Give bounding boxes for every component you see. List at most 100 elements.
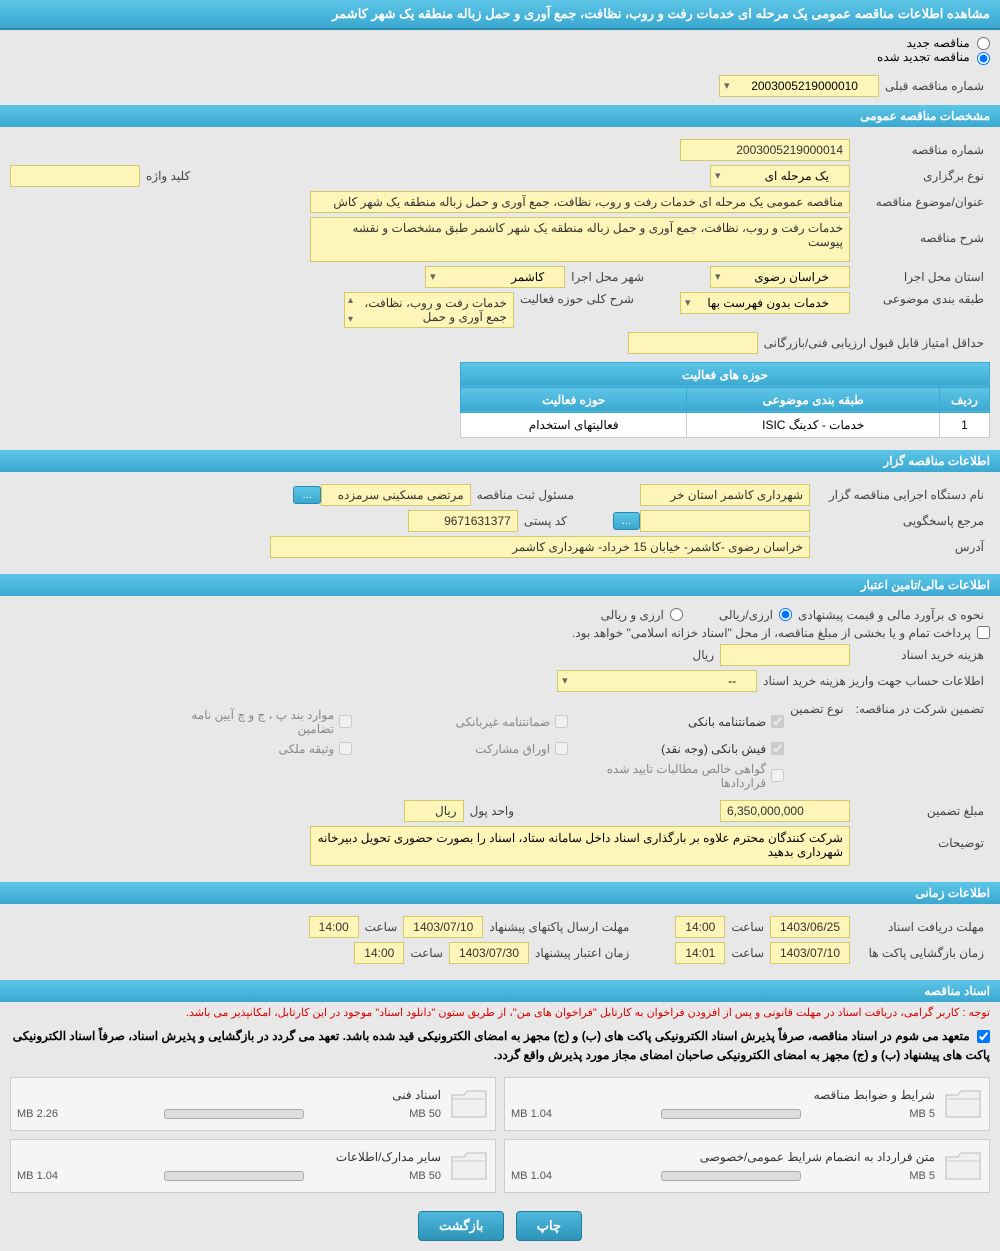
tender-no-field: 2003005219000014: [680, 139, 850, 161]
doc-max: 50 MB: [409, 1108, 441, 1120]
registrar-more-button[interactable]: ...: [293, 486, 320, 504]
type-label: نوع برگزاری: [850, 169, 990, 183]
address-label: آدرس: [810, 540, 990, 554]
amount-label: مبلغ تضمین: [850, 804, 990, 818]
radio-new-label: مناقصه جدید: [907, 36, 970, 50]
time-label1: ساعت: [725, 920, 770, 934]
send-date: 1403/07/10: [403, 916, 483, 938]
guarantee-grid: ضمانتنامه بانکی ضمانتنامه غیربانکی موارد…: [152, 702, 784, 796]
open-date: 1403/07/10: [770, 942, 850, 964]
receive-date: 1403/06/25: [770, 916, 850, 938]
doc-max: 5 MB: [909, 1170, 935, 1182]
estimate-label: نحوه ی برآورد مالی و قیمت پیشنهادی: [792, 608, 990, 622]
contact-label: مرجع پاسخگویی: [810, 514, 990, 528]
folder-icon: [943, 1146, 983, 1186]
treasury-checkbox[interactable]: [977, 626, 990, 639]
category-label: طبقه بندی موضوعی: [850, 292, 990, 306]
doc-card[interactable]: اسناد فنی 50 MB 2.26 MB: [10, 1077, 496, 1131]
folder-icon: [449, 1084, 489, 1124]
subject-label: عنوان/موضوع مناقصه: [850, 195, 990, 209]
unit-field: ریال: [404, 800, 464, 822]
min-score-field[interactable]: [628, 332, 758, 354]
notes-label: توضیحات: [850, 826, 990, 850]
commitment-checkbox[interactable]: [977, 1030, 990, 1043]
desc-field: خدمات رفت و روب، نظافت، جمع آوری و حمل ز…: [310, 217, 850, 262]
cost-field[interactable]: [720, 644, 850, 666]
time-label2: ساعت: [359, 920, 404, 934]
doc-size: 1.04 MB: [511, 1170, 552, 1182]
doc-max: 50 MB: [409, 1170, 441, 1182]
doc-size: 2.26 MB: [17, 1108, 58, 1120]
cb-cert-label: گواهی خالص مطالبات تایید شده قراردادها: [584, 762, 766, 790]
receive-time: 14:00: [675, 916, 725, 938]
guarantee-type-label: نوع تضمین: [784, 702, 849, 716]
cb-bank-label: ضمانتنامه بانکی: [688, 715, 766, 729]
province-label: استان محل اجرا: [850, 270, 990, 284]
cb-clauses-label: موارد بند پ ، ج و چ آیین نامه تضامین: [152, 708, 334, 736]
col-category: طبقه بندی موضوعی: [687, 387, 940, 412]
doc-card[interactable]: متن قرارداد به انضمام شرایط عمومی/خصوصی …: [504, 1139, 990, 1193]
cost-label: هزینه خرید اسناد: [850, 648, 990, 662]
doc-progress: [661, 1109, 801, 1119]
doc-size: 1.04 MB: [511, 1108, 552, 1120]
section-organizer: اطلاعات مناقصه گزار: [0, 450, 1000, 472]
radio-new-tender[interactable]: [977, 37, 990, 50]
doc-title: اسناد فنی: [17, 1088, 441, 1102]
contact-field[interactable]: [640, 510, 810, 532]
cb-cash-label: فیش بانکی (وجه نقد): [661, 742, 766, 756]
receive-label: مهلت دریافت اسناد: [850, 920, 990, 934]
min-score-label: حداقل امتیاز قابل قبول ارزیابی فنی/بازرگ…: [758, 336, 990, 350]
back-button[interactable]: بازگشت: [418, 1211, 504, 1241]
cb-cash: [771, 742, 784, 755]
doc-max: 5 MB: [909, 1108, 935, 1120]
desc-label: شرح مناقصه: [850, 217, 990, 245]
cost-unit: ریال: [686, 648, 720, 662]
folder-icon: [943, 1084, 983, 1124]
keyword-label: کلید واژه: [140, 169, 196, 183]
scope-label: شرح کلی حوزه فعالیت: [514, 292, 640, 306]
radio-rial-label: ارزی/ریالی: [713, 608, 779, 622]
doc-card[interactable]: سایر مدارک/اطلاعات 50 MB 1.04 MB: [10, 1139, 496, 1193]
folder-icon: [449, 1146, 489, 1186]
agency-label: نام دستگاه اجرایی مناقصه گزار: [810, 488, 990, 502]
radio-both[interactable]: [670, 608, 683, 621]
type-select[interactable]: یک مرحله ای: [710, 165, 850, 187]
contact-more-button[interactable]: ...: [613, 512, 640, 530]
radio-rial[interactable]: [779, 608, 792, 621]
city-select[interactable]: کاشمر: [425, 266, 565, 288]
cb-bank: [771, 715, 784, 728]
section-timing: اطلاعات زمانی: [0, 882, 1000, 904]
radio-renewed-label: مناقصه تجدید شده: [877, 50, 970, 64]
province-select[interactable]: خراسان رضوی: [710, 266, 850, 288]
doc-title: متن قرارداد به انضمام شرایط عمومی/خصوصی: [511, 1150, 935, 1164]
table-row: 1خدمات - کدینگ ISICفعالیتهای استخدام: [461, 412, 990, 437]
unit-label: واحد پول: [464, 804, 520, 818]
postal-label: کد پستی: [518, 514, 573, 528]
time-label4: ساعت: [404, 946, 449, 960]
notice-commitment: متعهد می شوم در اسناد مناقصه، صرفاً پذیر…: [0, 1023, 1000, 1069]
send-label: مهلت ارسال پاکتهای پیشنهاد: [483, 920, 635, 934]
page-title: مشاهده اطلاعات مناقصه عمومی یک مرحله ای …: [0, 0, 1000, 30]
subject-field: مناقصه عمومی یک مرحله ای خدمات رفت و روب…: [310, 191, 850, 213]
print-button[interactable]: چاپ: [516, 1211, 582, 1241]
doc-card[interactable]: شرایط و ضوابط مناقصه 5 MB 1.04 MB: [504, 1077, 990, 1131]
category-select[interactable]: خدمات بدون فهرست بها: [680, 292, 850, 314]
cb-clauses: [339, 715, 352, 728]
open-time: 14:01: [675, 942, 725, 964]
scope-field[interactable]: خدمات رفت و روب، نظافت، جمع آوری و حمل ▴…: [344, 292, 514, 328]
amount-field: 6,350,000,000: [720, 800, 850, 822]
cb-property-label: وثیقه ملکی: [279, 742, 335, 756]
radio-renewed-tender[interactable]: [977, 52, 990, 65]
account-select[interactable]: --: [557, 670, 757, 692]
registrar-field: مرتضی مسکینی سرمزده: [321, 484, 471, 506]
footer-buttons: چاپ بازگشت: [0, 1201, 1000, 1251]
activities-title: حوزه های فعالیت: [461, 362, 990, 387]
validity-label: زمان اعتبار پیشنهاد: [529, 946, 635, 960]
keyword-field[interactable]: [10, 165, 140, 187]
notes-field: شرکت کنندگان محترم علاوه بر بارگذاری اسن…: [310, 826, 850, 866]
validity-time: 14:00: [354, 942, 404, 964]
activities-table: حوزه های فعالیت ردیف طبقه بندی موضوعی حو…: [460, 362, 990, 438]
doc-title: شرایط و ضوابط مناقصه: [511, 1088, 935, 1102]
cb-bonds: [555, 742, 568, 755]
prev-tender-select[interactable]: 2003005219000010: [719, 75, 879, 97]
